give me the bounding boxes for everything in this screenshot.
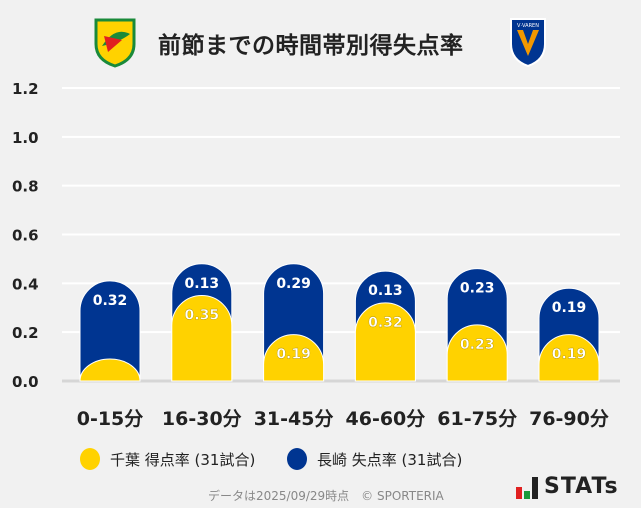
y-tick-label: 0.6 <box>12 227 39 245</box>
chart-title: 前節までの時間帯別得失点率 <box>158 33 464 59</box>
x-tick-label: 46-60分 <box>346 408 426 430</box>
x-tick-label: 61-75分 <box>437 408 517 430</box>
x-tick-label: 16-30分 <box>162 408 242 430</box>
bar-away <box>79 280 141 382</box>
y-tick-label: 1.2 <box>12 80 39 98</box>
data-label-away: 0.29 <box>276 276 311 292</box>
bar-home <box>538 334 600 382</box>
data-label-home: 0.19 <box>552 347 587 363</box>
away-logo-text: V·VAREN <box>517 23 539 29</box>
y-tick-label: 0.0 <box>12 373 39 391</box>
legend-label-home: 千葉 得点率 (31試合) <box>110 450 256 469</box>
x-tick-label: 31-45分 <box>254 408 334 430</box>
bar-chart: 0.0 0.2 0.4 0.6 0.8 1.0 1.2 0.32 0-15分 0.13 0.35 16… <box>12 80 620 430</box>
x-tick-label: 0-15分 <box>77 408 144 430</box>
data-label-home: 0.35 <box>185 308 220 324</box>
away-team-logo: V·VAREN <box>510 18 546 68</box>
bar-home <box>171 295 233 382</box>
data-label-home: 0.19 <box>276 347 311 363</box>
data-label-home: 0.32 <box>368 315 403 331</box>
home-team-logo <box>94 18 136 68</box>
data-label-away: 0.13 <box>368 283 403 299</box>
stats-brand: STATs <box>544 474 619 499</box>
legend-item-away: 長崎 失点率 (31試合) <box>287 448 462 470</box>
y-tick-label: 1.0 <box>12 129 39 147</box>
y-tick-label: 0.2 <box>12 324 39 342</box>
y-tick-label: 0.8 <box>12 178 39 196</box>
legend-swatch-yellow <box>80 448 100 470</box>
footer-note: データは2025/09/29時点 © SPORTERIA <box>208 489 444 503</box>
y-tick-label: 0.4 <box>12 275 39 293</box>
stats-logo: STATs <box>516 474 619 499</box>
bar-home <box>79 358 141 382</box>
stats-bars-icon <box>516 477 538 499</box>
bar-home <box>446 324 508 382</box>
legend-item-home: 千葉 得点率 (31試合) <box>80 448 255 470</box>
data-label-away: 0.13 <box>185 276 220 292</box>
bar-home <box>354 302 416 382</box>
data-label-away: 0.19 <box>552 300 587 316</box>
data-label-away: 0.32 <box>93 293 128 309</box>
legend-swatch-blue <box>287 448 307 470</box>
x-tick-label: 76-90分 <box>529 408 609 430</box>
bar-home <box>263 334 325 382</box>
legend-label-away: 長崎 失点率 (31試合) <box>317 450 463 469</box>
data-label-away: 0.23 <box>460 281 495 297</box>
data-label-home: 0.23 <box>460 337 495 353</box>
